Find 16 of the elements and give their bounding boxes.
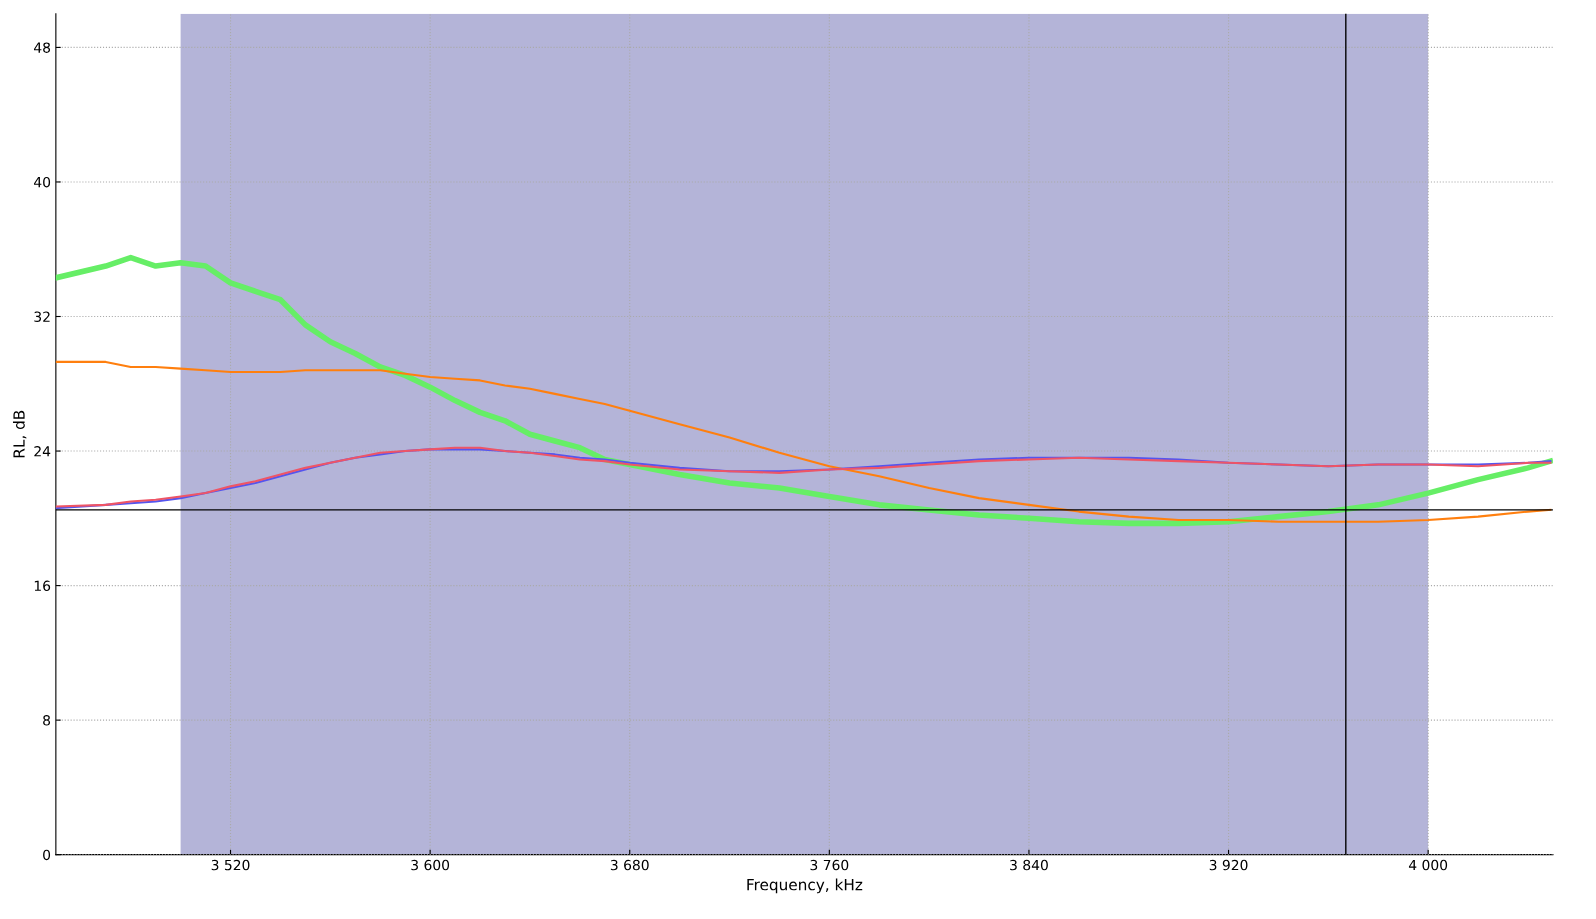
y-tick-label: 8 xyxy=(43,715,51,726)
x-axis-title: Frequency, kHz xyxy=(747,878,863,894)
x-tick-label: 3 760 xyxy=(810,859,849,871)
x-tick-label: 3 520 xyxy=(211,859,250,871)
y-axis-title: RL, dB xyxy=(12,410,27,458)
x-tick-label: 3 600 xyxy=(411,859,450,871)
x-tick-label: 3 680 xyxy=(610,859,649,871)
x-tick-label: 3 920 xyxy=(1209,859,1248,871)
y-tick-label: 0 xyxy=(43,849,51,861)
y-tick-label: 32 xyxy=(34,311,50,322)
x-tick-label: 3 840 xyxy=(1010,859,1048,871)
y-tick-label: 24 xyxy=(34,446,51,457)
y-tick-label: 16 xyxy=(34,580,51,592)
x-tick-label: 4 000 xyxy=(1408,859,1448,871)
y-tick-label: 40 xyxy=(34,176,51,188)
y-tick-label: 48 xyxy=(34,42,51,53)
